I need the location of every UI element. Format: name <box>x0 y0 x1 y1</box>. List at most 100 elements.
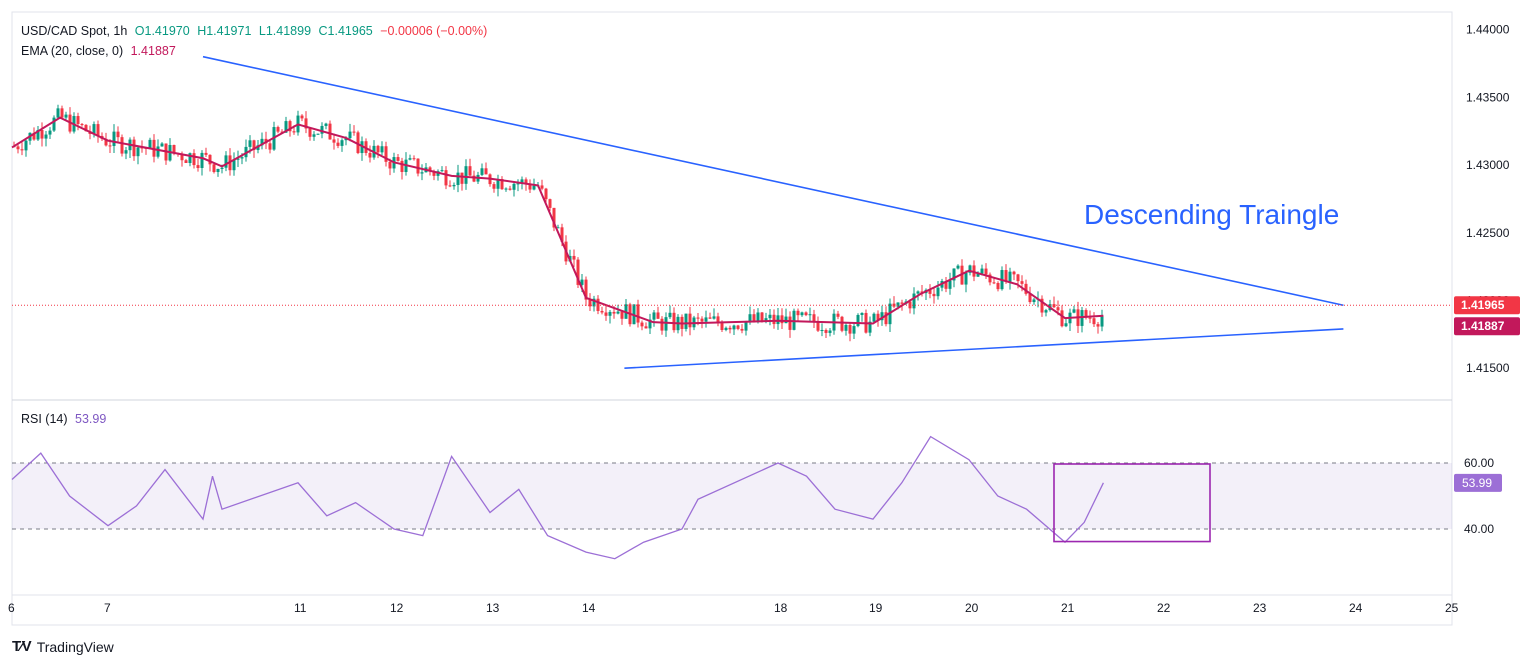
candle-body <box>984 268 988 275</box>
candle-body <box>804 312 808 316</box>
candle-body <box>116 131 120 138</box>
candle-body <box>172 144 176 154</box>
candle-body <box>1096 324 1100 327</box>
candle-body <box>460 172 464 184</box>
candle-body <box>916 291 920 294</box>
time-tick-label: 7 <box>104 601 111 615</box>
candle-body <box>696 317 700 319</box>
candle-body <box>352 131 356 133</box>
rsi-value: 53.99 <box>75 412 107 426</box>
candle-body <box>208 154 212 165</box>
candle-body <box>932 293 936 297</box>
candle-body <box>584 279 588 300</box>
candle-body <box>808 314 812 316</box>
candle-body <box>156 146 160 157</box>
candle-body <box>416 158 420 174</box>
candle-body <box>716 316 720 324</box>
brand-label[interactable]: TradingView <box>36 638 114 655</box>
rsi-series <box>11 435 1104 560</box>
candle-body <box>588 299 592 307</box>
candle-body <box>36 129 40 140</box>
rsi-band-fill <box>12 463 1452 529</box>
candle-body <box>196 165 200 168</box>
candle-body <box>316 133 320 135</box>
tradingview-logo-icon[interactable]: T⁄V <box>12 638 32 655</box>
candle-body <box>732 325 736 330</box>
candle-body <box>52 117 56 131</box>
time-tick-label: 25 <box>1445 601 1459 615</box>
candle-body <box>896 302 900 307</box>
candle-body <box>348 131 352 139</box>
candle-body <box>912 293 916 309</box>
candle-body <box>980 268 984 274</box>
candle-body <box>672 312 676 331</box>
candle-body <box>140 147 144 149</box>
candle-body <box>492 184 496 189</box>
candle-body <box>728 327 732 330</box>
candle-body <box>340 140 344 146</box>
open-value: O1.41970 <box>134 24 190 38</box>
candle-body <box>108 145 112 147</box>
candle-body <box>964 272 968 285</box>
candle-body <box>240 157 244 159</box>
candle-body <box>556 227 560 229</box>
price-axis: 1.440001.435001.430001.425001.420001.415… <box>12 23 1520 536</box>
candle-body <box>192 153 196 166</box>
candle-body <box>260 138 264 146</box>
candle-body <box>480 168 484 175</box>
candle-body <box>996 283 1000 290</box>
candle-body <box>668 312 672 318</box>
candle-body <box>484 168 488 175</box>
candle-body <box>656 312 660 319</box>
rsi-header: RSI (14) 53.99 <box>21 412 110 426</box>
candle-body <box>824 329 828 333</box>
candle-body <box>452 184 456 187</box>
candle-body <box>532 185 536 190</box>
candle-body <box>48 130 52 135</box>
candle-body <box>256 145 260 151</box>
rsi-label: RSI (14) <box>21 412 68 426</box>
candle-body <box>132 139 136 157</box>
candle-body <box>812 314 816 323</box>
candle-body <box>560 227 564 242</box>
candle-body <box>816 322 820 331</box>
candle-body <box>968 265 972 273</box>
candle-body <box>248 140 252 147</box>
time-tick-label: 14 <box>582 601 596 615</box>
candle-body <box>700 318 704 322</box>
candle-body <box>1100 316 1104 327</box>
candle-body <box>544 188 548 200</box>
candle-body <box>376 145 380 153</box>
candle-body <box>936 287 940 297</box>
candle-body <box>704 317 708 322</box>
last-price-label: 1.41965 <box>1461 298 1505 312</box>
candle-body <box>24 140 28 151</box>
candle-body <box>592 298 596 307</box>
trendline-resistance <box>202 55 1344 307</box>
candle-body <box>1008 271 1012 282</box>
candle-body <box>148 139 152 149</box>
candle-body <box>344 138 348 141</box>
candle-body <box>1088 317 1092 319</box>
candle-body <box>952 268 956 281</box>
chart-frame <box>11 11 1453 626</box>
candle-body <box>688 313 692 328</box>
candle-body <box>604 312 608 316</box>
candle-body <box>468 166 472 176</box>
rsi-line <box>11 435 1211 560</box>
candle-body <box>1032 299 1036 303</box>
time-tick-label: 20 <box>965 601 979 615</box>
candle-body <box>444 170 448 186</box>
candle-body <box>660 318 664 331</box>
rsi-tick-label: 60.00 <box>1464 456 1494 470</box>
candle-body <box>408 158 412 160</box>
candle-body <box>1020 281 1024 284</box>
price-tick-label: 1.41500 <box>1466 361 1510 375</box>
candle-body <box>96 124 100 136</box>
candle-body <box>848 324 852 334</box>
candle-body <box>76 116 80 125</box>
price-tick-label: 1.43000 <box>1466 158 1510 172</box>
symbol-label: USD/CAD Spot, 1h <box>21 24 128 38</box>
candle-body <box>608 311 612 316</box>
